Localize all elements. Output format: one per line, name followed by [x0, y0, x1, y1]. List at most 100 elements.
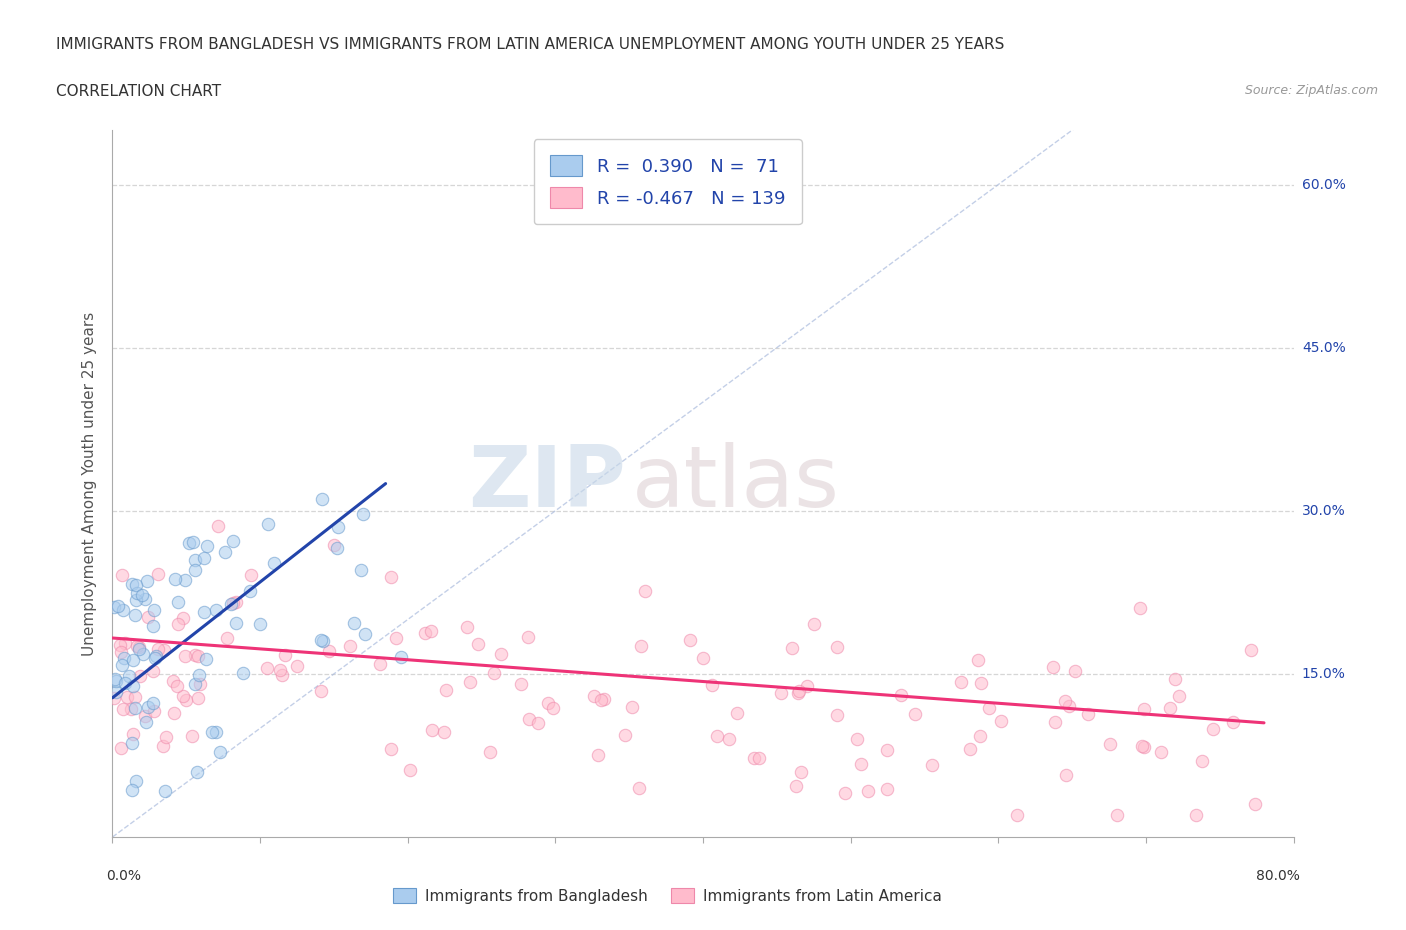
Point [849, 757, 872, 772]
Point [787, 684, 810, 698]
Point [326, 520, 349, 535]
Point [1045, 715, 1067, 730]
Point [188, 676, 211, 691]
Point [967, 653, 990, 668]
Point [143, 651, 166, 666]
Point [1133, 740, 1156, 755]
Point [780, 641, 803, 656]
Point [129, 669, 152, 684]
Point [162, 674, 184, 689]
Point [380, 742, 402, 757]
Point [845, 732, 868, 747]
Point [456, 619, 478, 634]
Text: IMMIGRANTS FROM BANGLADESH VS IMMIGRANTS FROM LATIN AMERICA UNEMPLOYMENT AMONG Y: IMMIGRANTS FROM BANGLADESH VS IMMIGRANTS… [56, 37, 1005, 52]
Point [108, 638, 131, 653]
Point [186, 648, 208, 663]
Point [904, 707, 927, 722]
Point [385, 631, 408, 646]
Point [124, 608, 146, 623]
Point [125, 592, 148, 607]
Point [179, 536, 201, 551]
Point [1222, 714, 1244, 729]
Point [311, 492, 333, 507]
Point [232, 665, 254, 680]
Point [122, 726, 145, 741]
Point [104, 685, 127, 700]
Point [121, 736, 143, 751]
Point [990, 714, 1012, 729]
Point [125, 639, 148, 654]
Point [135, 714, 157, 729]
Point [110, 741, 132, 756]
Point [183, 648, 205, 663]
Point [115, 690, 138, 705]
Point [114, 675, 136, 690]
Point [352, 507, 374, 522]
Point [613, 728, 636, 743]
Point [174, 573, 197, 588]
Point [509, 676, 531, 691]
Point [181, 535, 204, 550]
Text: CORRELATION CHART: CORRELATION CHART [56, 84, 221, 99]
Point [104, 671, 127, 686]
Point [121, 783, 143, 798]
Point [208, 744, 231, 759]
Point [489, 646, 512, 661]
Text: 60.0%: 60.0% [1302, 178, 1346, 192]
Point [1150, 745, 1173, 760]
Point [187, 691, 209, 706]
Point [890, 687, 912, 702]
Point [748, 751, 770, 765]
Point [825, 640, 848, 655]
Point [134, 708, 156, 723]
Point [834, 785, 856, 800]
Point [1054, 767, 1077, 782]
Point [706, 728, 728, 743]
Point [112, 650, 135, 665]
Point [326, 541, 349, 556]
Point [142, 696, 165, 711]
Point [582, 688, 605, 703]
Point [977, 700, 1000, 715]
Point [186, 764, 208, 779]
Point [858, 784, 880, 799]
Point [155, 730, 177, 745]
Point [1042, 659, 1064, 674]
Point [174, 693, 197, 708]
Point [1098, 737, 1121, 751]
Point [219, 597, 242, 612]
Point [167, 616, 190, 631]
Point [620, 700, 643, 715]
Point [311, 632, 333, 647]
Point [433, 724, 456, 739]
Point [153, 643, 176, 658]
Point [1130, 738, 1153, 753]
Point [1005, 808, 1028, 823]
Point [1240, 643, 1263, 658]
Point [959, 742, 981, 757]
Point [195, 652, 218, 667]
Point [1077, 707, 1099, 722]
Point [215, 631, 238, 645]
Point [173, 611, 195, 626]
Point [201, 724, 224, 739]
Point [796, 678, 818, 693]
Point [591, 693, 613, 708]
Point [114, 635, 136, 650]
Point [876, 743, 898, 758]
Point [269, 663, 291, 678]
Point [380, 570, 402, 585]
Point [145, 649, 167, 664]
Point [222, 533, 245, 548]
Point [420, 723, 443, 737]
Point [136, 700, 159, 715]
Point [537, 696, 560, 711]
Point [153, 783, 176, 798]
Point [921, 758, 943, 773]
Point [742, 751, 765, 765]
Point [188, 668, 211, 683]
Point [482, 665, 505, 680]
Point [692, 651, 714, 666]
Point [257, 517, 280, 532]
Text: 80.0%: 80.0% [1256, 869, 1299, 883]
